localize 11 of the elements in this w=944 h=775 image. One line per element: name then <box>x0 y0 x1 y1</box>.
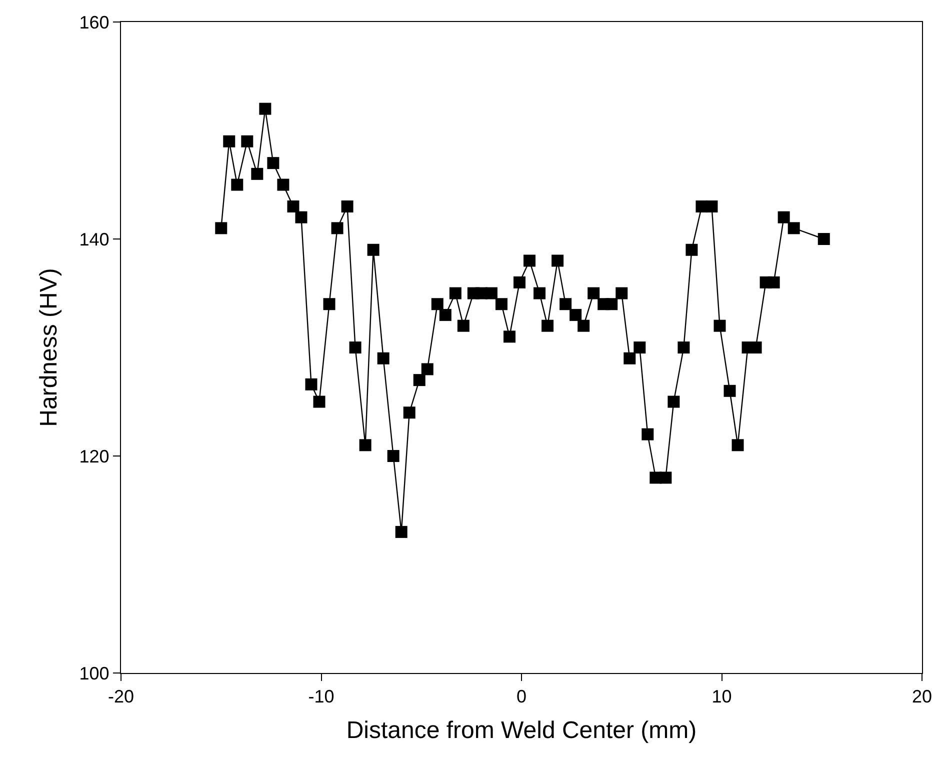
y-tick-label: 100 <box>79 663 110 684</box>
x-axis-title: Distance from Weld Center (mm) <box>346 717 697 744</box>
x-tick-label: 20 <box>912 686 932 707</box>
y-tick-label: 140 <box>79 229 110 250</box>
x-tick-label: -20 <box>108 686 134 707</box>
y-tick-label: 160 <box>79 12 110 32</box>
y-tick-label: 120 <box>79 446 110 466</box>
x-tick-label: 0 <box>516 686 527 707</box>
x-tick-label: -10 <box>308 686 334 707</box>
x-tick-label: 10 <box>712 686 732 707</box>
y-axis-title: Hardness (HV) <box>35 268 62 427</box>
